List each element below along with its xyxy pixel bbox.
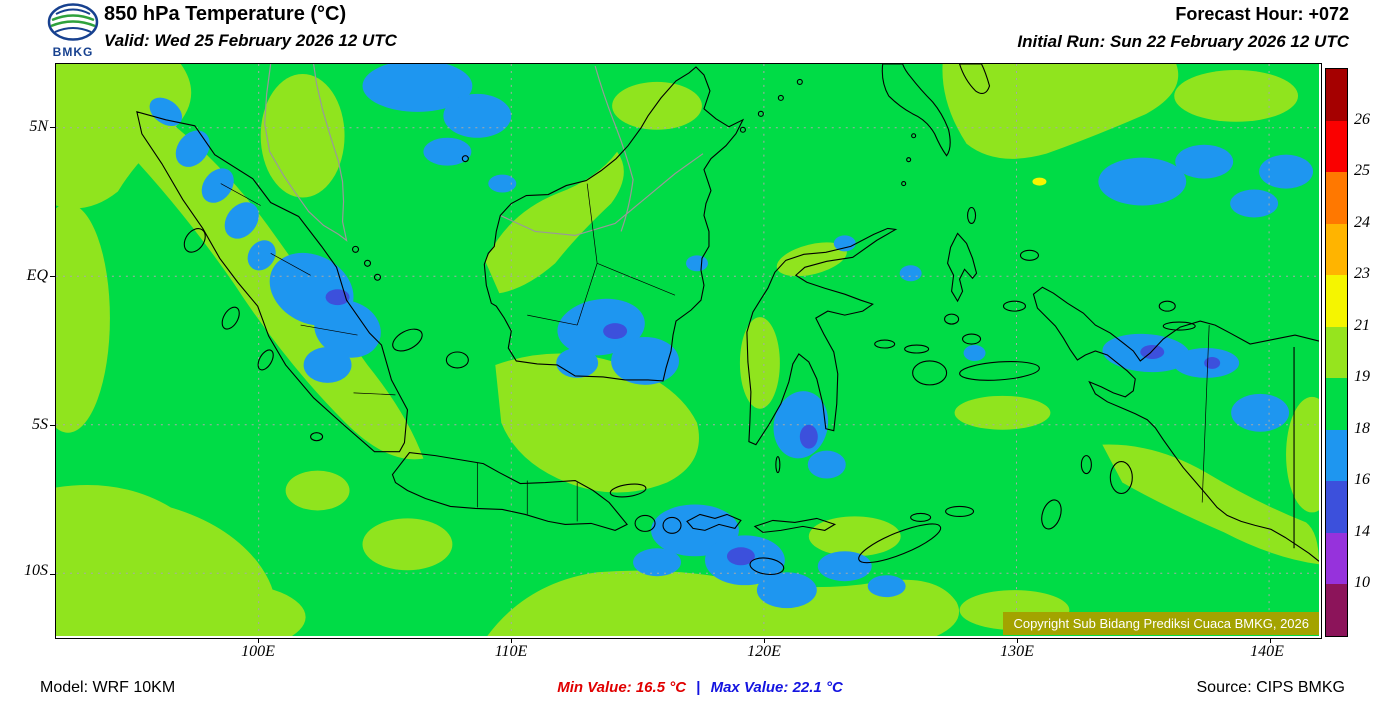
colorbar-segment bbox=[1326, 326, 1347, 379]
lon-tick bbox=[764, 638, 765, 643]
lat-label-5s: 5S bbox=[32, 416, 48, 433]
source-label: Source: CIPS BMKG bbox=[1196, 679, 1346, 696]
coastlines bbox=[136, 64, 1319, 576]
colorbar bbox=[1325, 68, 1348, 637]
grid-lines bbox=[56, 64, 1319, 636]
colorbar-segment bbox=[1326, 120, 1347, 173]
temperature-map bbox=[56, 64, 1319, 636]
lon-tick bbox=[258, 638, 259, 643]
lon-label-140e: 140E bbox=[1250, 643, 1284, 660]
lat-label-eq: EQ bbox=[26, 267, 48, 284]
lon-tick bbox=[511, 638, 512, 643]
min-value-label: Min Value: bbox=[557, 679, 632, 696]
lon-tick bbox=[1017, 638, 1018, 643]
lat-tick bbox=[50, 127, 55, 128]
valid-time: Valid: Wed 25 February 2026 12 UTC bbox=[104, 31, 397, 50]
lon-label-130e: 130E bbox=[1000, 643, 1034, 660]
colorbar-tick-label: 10 bbox=[1354, 574, 1370, 592]
lon-label-100e: 100E bbox=[241, 643, 275, 660]
page-title: 850 hPa Temperature (°C) bbox=[104, 3, 347, 25]
colorbar-tick-label: 19 bbox=[1354, 368, 1370, 386]
colorbar-tick-label: 16 bbox=[1354, 471, 1370, 489]
min-value: 16.5 °C bbox=[635, 679, 687, 696]
bmkg-logo: BMKG bbox=[44, 2, 102, 59]
lon-label-120e: 120E bbox=[747, 643, 781, 660]
blue-regions bbox=[149, 64, 1314, 609]
yellow-warm-spot bbox=[1032, 177, 1047, 186]
colorbar-tick-label: 18 bbox=[1354, 419, 1370, 437]
lon-tick bbox=[1270, 638, 1271, 643]
max-value: 22.1 °C bbox=[792, 679, 843, 696]
forecast-hour: Forecast Hour: +072 bbox=[1175, 4, 1349, 24]
lat-tick bbox=[50, 425, 55, 426]
colorbar-labels: 26 25 24 23 21 19 18 16 14 10 bbox=[1354, 68, 1398, 635]
lat-tick bbox=[50, 276, 55, 277]
province-borders bbox=[220, 183, 1210, 522]
colorbar-segment bbox=[1326, 532, 1347, 585]
colorbar-tick-label: 26 bbox=[1354, 110, 1370, 128]
colorbar-segment bbox=[1326, 275, 1347, 327]
bmkg-logo-icon bbox=[47, 3, 99, 41]
minmax-values: Min Value: 16.5 °C | Max Value: 22.1 °C bbox=[0, 679, 1400, 696]
colorbar-tick-label: 14 bbox=[1354, 522, 1370, 540]
model-label: Model: WRF 10KM bbox=[40, 679, 176, 696]
max-value-label: Max Value: bbox=[710, 679, 789, 696]
lat-tick bbox=[50, 574, 55, 575]
lat-label-5n: 5N bbox=[29, 118, 48, 135]
map-frame: Copyright Sub Bidang Prediksi Cuaca BMKG… bbox=[55, 63, 1322, 639]
copyright-badge: Copyright Sub Bidang Prediksi Cuaca BMKG… bbox=[1003, 612, 1319, 635]
colorbar-segment bbox=[1326, 378, 1347, 430]
colorbar-segment bbox=[1326, 172, 1347, 224]
colorbar-tick-label: 21 bbox=[1354, 316, 1370, 334]
colorbar-tick-label: 24 bbox=[1354, 213, 1370, 231]
colorbar-segment bbox=[1326, 223, 1347, 276]
lon-label-110e: 110E bbox=[494, 643, 528, 660]
colorbar-segment bbox=[1326, 481, 1347, 533]
dark-blue-regions bbox=[325, 289, 1221, 566]
colorbar-segment bbox=[1326, 584, 1347, 637]
colorbar-tick-label: 23 bbox=[1354, 265, 1370, 283]
minmax-separator: | bbox=[696, 679, 701, 696]
colorbar-tick-label: 25 bbox=[1354, 162, 1370, 180]
lat-label-10s: 10S bbox=[24, 562, 48, 579]
bmkg-logo-text: BMKG bbox=[52, 45, 94, 59]
initial-run: Initial Run: Sun 22 February 2026 12 UTC bbox=[1017, 32, 1349, 51]
colorbar-segment bbox=[1326, 69, 1347, 121]
colorbar-segment bbox=[1326, 429, 1347, 482]
